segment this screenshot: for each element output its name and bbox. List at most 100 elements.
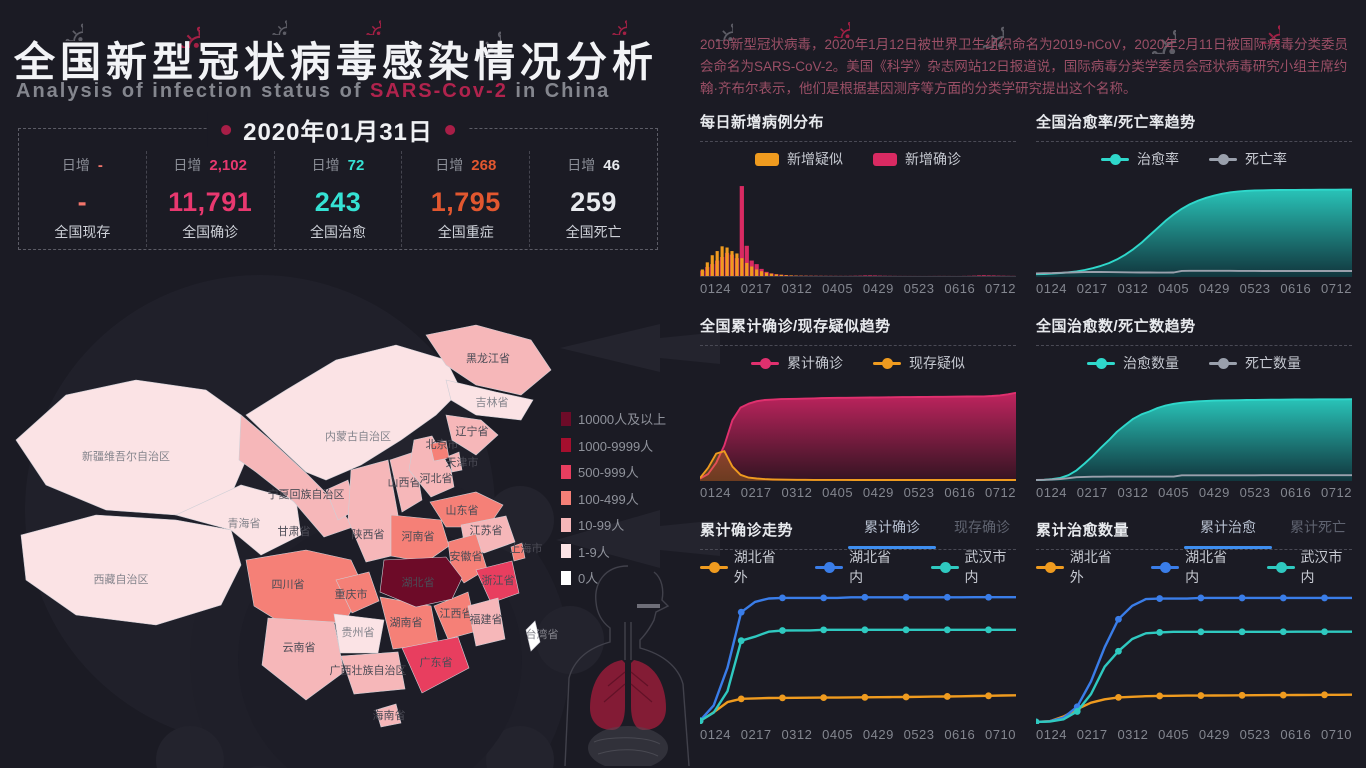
chart-legend: 湖北省外 湖北省内 武汉市内 — [700, 547, 1016, 587]
legend-label: 治愈数量 — [1123, 355, 1179, 371]
province-neimenggu[interactable] — [245, 344, 462, 481]
legend-dot — [760, 357, 771, 369]
legend-item[interactable]: 湖北省内 — [815, 547, 900, 587]
date-dot-left — [221, 124, 232, 135]
legend-item[interactable]: 死亡数量 — [1209, 353, 1301, 373]
x-axis: 0124 0217 0312 0405 0429 0523 0616 0712 — [1036, 281, 1352, 296]
legend-marker — [815, 561, 844, 573]
stat-daily-label: 日增 — [311, 157, 340, 173]
legend-swatch — [561, 570, 571, 585]
legend-marker — [873, 357, 901, 369]
x-tick-label: 0616 — [1280, 727, 1312, 742]
stat-daily-label: 日增 — [567, 157, 596, 173]
x-tick-label: 0429 — [862, 485, 894, 500]
panel-title: 全国治愈率/死亡率趋势 — [1036, 114, 1196, 131]
province-fujian[interactable] — [467, 597, 506, 647]
legend-item[interactable]: 累计确诊 — [751, 353, 843, 373]
x-axis: 0124 0217 0312 0405 0429 0523 0616 0710 — [1036, 727, 1352, 742]
legend-item[interactable]: 治愈率 — [1101, 149, 1179, 169]
cumulative-confirmed-chart[interactable] — [700, 382, 1016, 482]
map-legend: 10000人及以上 1000-9999人 500-999人 100-499人 10-99… — [561, 409, 666, 595]
legend-item[interactable]: 新增疑似 — [755, 149, 843, 169]
legend-item[interactable]: 死亡率 — [1209, 149, 1287, 169]
province-chongqing[interactable] — [335, 571, 380, 614]
x-tick-label: 0523 — [903, 727, 935, 742]
tab-group: 累计治愈 累计死亡 — [1184, 517, 1346, 549]
legend-item[interactable]: 武汉市内 — [1266, 547, 1352, 587]
province-heilongjiang[interactable] — [425, 324, 552, 396]
legend-item[interactable]: 湖北省外 — [700, 547, 785, 587]
panel-title: 全国治愈数/死亡数趋势 — [1036, 318, 1196, 335]
confirmed-by-region-chart[interactable] — [700, 586, 1016, 724]
stat-value: 243 — [314, 187, 362, 217]
date-text: 2020年01月31日 — [243, 119, 433, 146]
province-shanghai[interactable] — [510, 542, 526, 562]
x-tick-label: 0523 — [1239, 485, 1271, 500]
province-xizang[interactable] — [20, 514, 242, 626]
province-guangxi[interactable] — [340, 651, 406, 695]
cured-by-region-chart[interactable] — [1036, 586, 1352, 724]
x-tick-label: 0124 — [700, 281, 731, 296]
legend-item[interactable]: 武汉市内 — [930, 547, 1016, 587]
province-shaanxi[interactable] — [347, 459, 399, 563]
province-shandong[interactable] — [429, 491, 504, 528]
legend-label: 0人 — [578, 571, 599, 586]
province-jilin[interactable] — [445, 379, 534, 421]
legend-marker — [1087, 357, 1115, 369]
x-tick-label: 0124 — [1036, 485, 1067, 500]
map-legend-item: 500-999人 — [561, 462, 666, 481]
x-tick-label: 0312 — [1117, 485, 1149, 500]
legend-item[interactable]: 新增确诊 — [873, 149, 961, 169]
province-liaoning[interactable] — [445, 414, 499, 456]
stat-label: 全国现存 — [54, 224, 111, 240]
province-gansu[interactable] — [238, 414, 354, 538]
legend-item[interactable]: 现存疑似 — [873, 353, 965, 373]
daily-new-cases-chart[interactable] — [700, 178, 1016, 278]
tab-累计治愈[interactable]: 累计治愈 — [1184, 517, 1272, 549]
stat-daily-value: 46 — [603, 157, 620, 174]
province-qinghai[interactable] — [175, 484, 302, 556]
legend-dot — [1275, 561, 1287, 573]
chart-legend: 湖北省外 湖北省内 武汉市内 — [1036, 547, 1352, 587]
x-tick-label: 0710 — [1321, 727, 1352, 742]
province-guizhou[interactable] — [333, 613, 385, 654]
x-tick-label: 0312 — [781, 281, 813, 296]
province-henan[interactable] — [390, 514, 450, 563]
stat-daily-increase: 日增 72 — [275, 155, 402, 175]
legend-label: 湖北省外 — [1069, 549, 1112, 585]
province-guangdong[interactable] — [401, 636, 470, 694]
tab-累计死亡[interactable]: 累计死亡 — [1290, 519, 1346, 535]
legend-item[interactable]: 湖北省外 — [1036, 547, 1121, 587]
tab-现存确诊[interactable]: 现存确诊 — [954, 519, 1010, 535]
cure-death-rate-chart[interactable] — [1036, 178, 1352, 278]
panel-cure-death-count: 全国治愈数/死亡数趋势 治愈数量 死亡数量 0124 0217 0312 0405 042… — [1036, 314, 1352, 511]
legend-dot — [882, 357, 893, 369]
x-tick-label: 0217 — [1076, 485, 1108, 500]
tab-累计确诊[interactable]: 累计确诊 — [848, 517, 936, 549]
x-tick-label: 0405 — [822, 281, 854, 296]
province-zhejiang[interactable] — [475, 560, 520, 604]
province-xinjiang[interactable] — [15, 379, 247, 516]
province-hebei[interactable] — [408, 435, 455, 498]
province-hunan[interactable] — [379, 596, 439, 650]
province-hainan[interactable] — [375, 703, 402, 728]
legend-swatch — [561, 517, 571, 532]
x-tick-label: 0616 — [1280, 281, 1312, 296]
legend-item[interactable]: 治愈数量 — [1087, 353, 1179, 373]
province-beijing[interactable] — [429, 440, 450, 462]
province-yunnan[interactable] — [261, 617, 345, 701]
legend-marker — [700, 561, 728, 573]
stat-daily-increase: 日增 46 — [530, 155, 657, 175]
province-tianjin[interactable] — [448, 451, 463, 473]
stat-value: 259 — [570, 187, 617, 217]
x-tick-label: 0429 — [862, 281, 894, 296]
cure-death-count-chart[interactable] — [1036, 382, 1352, 482]
province-hubei[interactable] — [379, 556, 463, 608]
x-tick-label: 0523 — [1239, 727, 1271, 742]
panel-cure-death-rate: 全国治愈率/死亡率趋势 治愈率 死亡率 0124 0217 0312 0405 0429 0… — [1036, 110, 1352, 308]
x-tick-label: 0616 — [944, 727, 976, 742]
legend-item[interactable]: 湖北省内 — [1151, 547, 1236, 587]
province-taiwan[interactable] — [525, 620, 541, 652]
